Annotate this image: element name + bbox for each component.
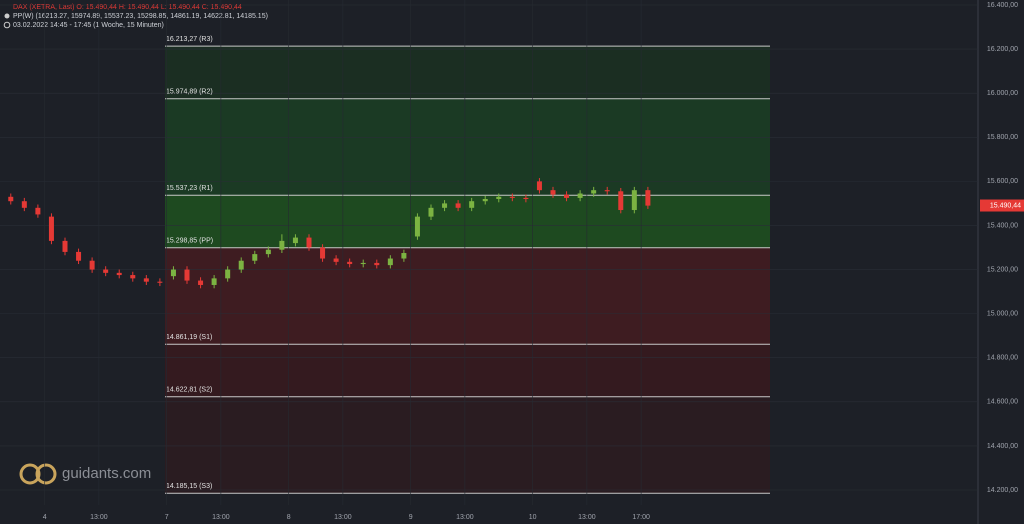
candle-body [604,190,610,192]
candle-body [401,253,407,259]
candle-body [414,216,420,237]
candle-body [130,275,136,279]
header-indicator: PP(W) (16213.27, 15974.89, 15537.23, 152… [13,13,268,20]
y-tick-label: 14.800,00 [987,355,1018,362]
header-quote: DAX (XETRA, Last) O: 15.490,44 H: 15.490… [13,4,242,11]
candle-body [469,201,475,208]
logo-ring [19,463,41,485]
candle-body [320,247,326,259]
candle-body [360,262,366,265]
candle-body [198,280,204,285]
candle-body [184,269,190,281]
y-tick-label: 14.400,00 [987,443,1018,450]
x-tick-label: 13:00 [212,514,230,521]
pivot-label: 14.861,19 (S1) [166,334,212,341]
x-tick-label: 13:00 [90,514,108,521]
x-tick-label: 9 [409,514,413,521]
candle-body [387,258,393,266]
pivot-label: 14.622,81 (S2) [166,387,212,394]
y-tick-label: 15.000,00 [987,310,1018,317]
candle-body [62,240,68,252]
candle-body [523,197,529,199]
candle-body [306,237,312,248]
logo [19,463,57,485]
x-tick-label: 13:00 [578,514,596,521]
candle-body [238,260,244,270]
candle-body [48,216,54,241]
pivot-zone [165,195,770,248]
candle-body [76,251,82,261]
pivot-zone [165,396,770,494]
candle-body [157,281,163,283]
y-tick-label: 15.800,00 [987,134,1018,141]
x-tick-label: 8 [287,514,291,521]
candle-body [509,196,515,198]
candle-body [211,278,217,285]
pivot-label: 14.185,15 (S3) [166,483,212,490]
x-tick-label: 7 [165,514,169,521]
candle-body [225,269,231,279]
header-time: 03.02.2022 14:45 - 17:45 (1 Woche, 15 Mi… [13,22,164,29]
x-tick-label: 10 [529,514,537,521]
y-tick-label: 15.400,00 [987,222,1018,229]
x-tick-label: 13:00 [456,514,474,521]
candle-body [550,190,556,195]
y-tick-label: 16.400,00 [987,2,1018,9]
logo-ring [35,463,57,485]
candle-body [8,196,14,202]
pivot-zone [165,98,770,196]
x-tick-label: 17:00 [632,514,650,521]
candle-body [116,272,122,276]
candle-body [21,201,27,208]
indicator-icon [4,13,10,19]
candle-body [347,261,353,265]
candle-body [536,181,542,191]
candle-body [89,260,95,270]
y-tick-label: 15.600,00 [987,178,1018,185]
pivot-zone [165,344,770,397]
candle-body [577,193,583,198]
y-tick-label: 15.200,00 [987,266,1018,273]
candle-body [252,254,258,261]
candle-body [442,203,448,208]
pivot-label: 15.974,89 (R2) [166,89,213,96]
candle-body [645,190,651,206]
candle-body [170,269,176,277]
y-tick-label: 16.000,00 [987,90,1018,97]
clock-icon [3,21,11,29]
candle-body [618,191,624,211]
pivot-label: 15.537,23 (R1) [166,185,213,192]
candle-body [631,190,637,211]
y-tick-label: 14.200,00 [987,487,1018,494]
pivot-zone [165,46,770,99]
candle-body [428,207,434,217]
candle-body [103,269,109,273]
candle-body [333,258,339,262]
candle-body [564,194,570,198]
x-tick-label: 4 [43,514,47,521]
candle-body [496,196,502,199]
candle-body [482,199,488,202]
pivot-label: 16.213,27 (R3) [166,36,213,43]
candle-body [279,240,285,250]
candle-body [265,249,271,255]
last-price-label: 15.490,44 [990,202,1021,209]
candle-body [35,207,41,215]
y-tick-label: 16.200,00 [987,46,1018,53]
y-tick-label: 14.600,00 [987,399,1018,406]
candle-body [143,278,149,282]
candle-body [455,203,461,208]
candle-body [292,237,298,244]
last-price-box [980,199,1024,212]
candle-body [591,190,597,194]
watermark: guidants.com [62,465,151,482]
pivot-label: 15.298,85 (PP) [166,238,213,245]
x-tick-label: 13:00 [334,514,352,521]
pivot-zone [165,247,770,345]
candle-body [374,262,380,266]
